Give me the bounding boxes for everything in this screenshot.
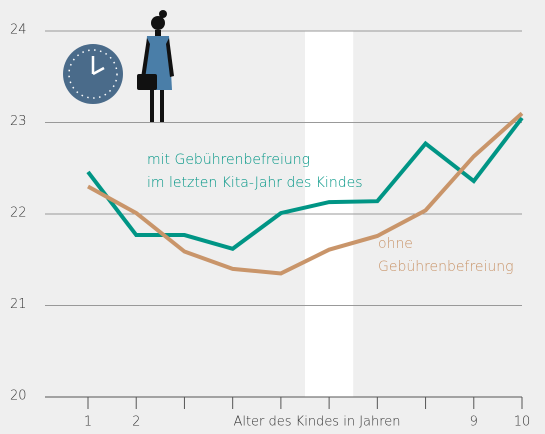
x-tick-label: 10 (514, 415, 531, 430)
series-line (87, 111, 524, 276)
series-label: im letzten Kita-Jahr des Kindes (147, 175, 362, 191)
y-tick-label: 21 (10, 297, 27, 312)
series-label: Gebührenbefreiung (378, 259, 514, 275)
x-tick-label: 9 (470, 415, 478, 430)
series-line (86, 116, 524, 251)
series-label: ohne (378, 236, 413, 252)
y-tick-label: 24 (10, 23, 27, 38)
y-tick-label: 20 (10, 389, 27, 404)
x-tick-label: 2 (132, 415, 140, 430)
x-tick-label: 1 (84, 415, 92, 430)
y-tick-label: 22 (10, 206, 27, 221)
woman-icon (137, 10, 174, 122)
y-tick-label: 23 (10, 114, 27, 129)
series-label: mit Gebührenbefreiung (147, 152, 310, 168)
x-axis-label: Alter des Kindes in Jahren (233, 415, 400, 430)
clock-icon (63, 44, 123, 104)
